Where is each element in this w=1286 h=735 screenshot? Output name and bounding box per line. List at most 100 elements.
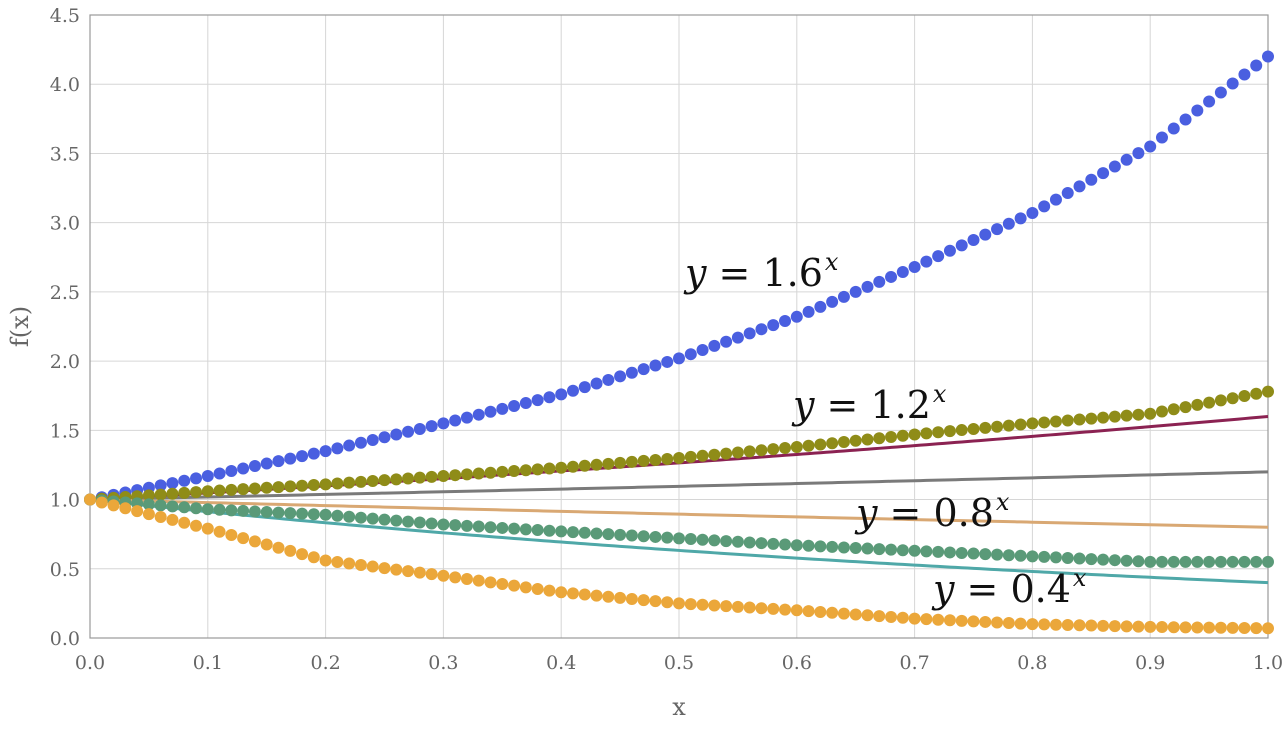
data-point xyxy=(248,535,261,548)
data-point xyxy=(449,519,462,532)
data-point xyxy=(272,481,285,494)
data-point xyxy=(1250,59,1263,72)
data-point xyxy=(1155,131,1168,144)
data-point xyxy=(861,542,874,555)
series-markers-3 xyxy=(84,493,1274,635)
data-point xyxy=(402,515,415,528)
data-point xyxy=(755,537,768,550)
data-point xyxy=(366,434,379,447)
data-point xyxy=(1238,68,1251,81)
data-point xyxy=(943,244,956,257)
data-point xyxy=(1203,555,1216,568)
data-point xyxy=(296,548,309,561)
data-point xyxy=(1250,622,1263,635)
data-point xyxy=(366,475,379,487)
data-point xyxy=(296,479,309,492)
data-point xyxy=(449,571,462,584)
data-point xyxy=(696,533,709,546)
data-point xyxy=(720,447,733,460)
data-point xyxy=(319,508,332,521)
data-point xyxy=(284,544,297,557)
data-point xyxy=(1238,390,1251,402)
data-point xyxy=(531,582,544,595)
curve-label-exponent: x xyxy=(933,380,947,408)
data-point xyxy=(296,450,309,463)
data-point xyxy=(460,468,473,481)
data-point xyxy=(967,615,980,628)
data-point xyxy=(837,290,850,303)
data-point xyxy=(1144,555,1157,568)
data-point xyxy=(237,504,250,517)
data-point xyxy=(508,522,521,535)
data-point xyxy=(896,265,909,278)
data-point xyxy=(837,607,850,620)
data-point xyxy=(1061,551,1074,564)
data-point xyxy=(790,539,803,552)
data-point xyxy=(1226,621,1239,634)
data-point xyxy=(190,486,203,499)
x-tick-label: 0.0 xyxy=(75,652,105,674)
data-point xyxy=(201,485,214,498)
data-point xyxy=(472,408,485,421)
data-point xyxy=(307,447,320,460)
data-point xyxy=(637,594,650,607)
data-point xyxy=(1073,619,1086,632)
data-point xyxy=(1026,206,1039,219)
data-point xyxy=(201,522,214,535)
data-point xyxy=(1132,620,1145,633)
data-point xyxy=(885,543,898,556)
data-point xyxy=(1167,403,1180,416)
series-line-3 xyxy=(89,498,1269,585)
series-line-1 xyxy=(89,470,1269,502)
data-point xyxy=(790,310,803,323)
curve-label-exponent: x xyxy=(996,488,1010,516)
data-point xyxy=(826,295,839,308)
data-point xyxy=(1226,77,1239,90)
data-point xyxy=(1049,618,1062,631)
data-point xyxy=(837,435,850,448)
data-point xyxy=(131,505,144,518)
data-point xyxy=(896,611,909,624)
data-point xyxy=(531,463,544,476)
data-point xyxy=(991,548,1004,561)
data-point xyxy=(1002,617,1015,630)
data-point xyxy=(331,509,344,522)
data-point xyxy=(142,489,155,502)
data-point xyxy=(284,480,297,493)
data-point xyxy=(496,402,509,415)
data-point xyxy=(602,373,615,386)
data-point xyxy=(1002,549,1015,562)
data-point xyxy=(543,391,556,404)
data-point xyxy=(272,455,285,468)
data-point xyxy=(720,600,733,613)
data-point xyxy=(390,473,403,486)
data-point xyxy=(661,531,674,544)
data-point xyxy=(1085,173,1098,186)
y-tick-label: 0.0 xyxy=(50,628,80,650)
data-point xyxy=(307,551,320,564)
data-point xyxy=(1250,387,1263,400)
data-point xyxy=(731,600,744,613)
data-point xyxy=(225,529,238,541)
data-point xyxy=(566,384,579,397)
data-point xyxy=(1179,401,1192,414)
data-point xyxy=(343,557,356,570)
data-point xyxy=(1085,412,1098,425)
data-point xyxy=(1049,551,1062,564)
data-point xyxy=(696,344,709,357)
data-point xyxy=(225,504,238,517)
data-point xyxy=(743,327,756,340)
data-point xyxy=(190,519,203,532)
data-point xyxy=(731,331,744,344)
data-point xyxy=(873,610,886,623)
data-point xyxy=(755,444,768,457)
data-point xyxy=(1026,618,1039,631)
data-point xyxy=(566,460,579,473)
plot-frame xyxy=(89,14,1269,639)
data-point xyxy=(873,543,886,556)
curve-label-base: 1.6 xyxy=(762,251,822,295)
data-point xyxy=(413,422,426,435)
x-tick-label: 0.4 xyxy=(546,652,576,674)
curve-label-eq: = xyxy=(877,491,933,535)
data-point xyxy=(755,602,768,615)
